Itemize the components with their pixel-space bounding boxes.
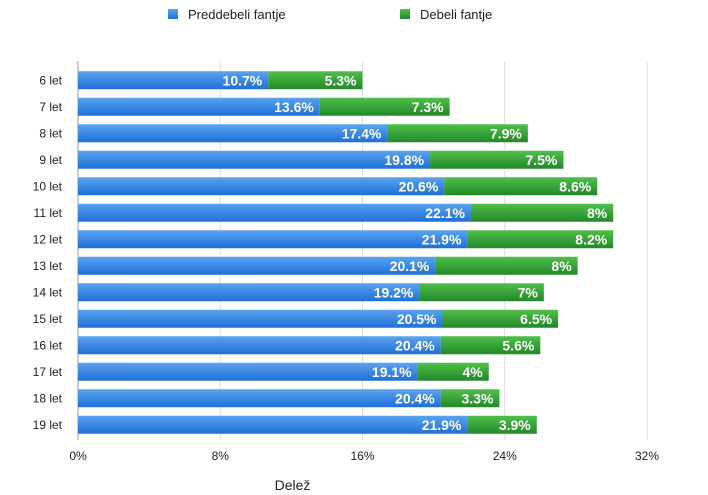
bar-preddebeli (78, 97, 320, 116)
bar-debeli (442, 309, 559, 328)
x-tick-label: 32% (635, 449, 659, 463)
data-label: 17.4% (342, 125, 382, 141)
bars: 10.7% 5.3% 13.6% 7.3% 17.4% 7.9% 19.8% 7.5% 20.6… (78, 71, 614, 434)
category-label: 14 let (33, 285, 63, 299)
data-label: 7% (518, 284, 539, 300)
data-label: 19.1% (372, 364, 412, 380)
x-tick-label: 8% (212, 449, 230, 463)
data-label: 3.3% (461, 390, 493, 406)
bar-preddebeli (78, 283, 420, 302)
bar-debeli (467, 415, 537, 434)
legend-swatch-1 (168, 9, 178, 19)
data-label: 20.4% (395, 337, 435, 353)
bar-preddebeli (78, 177, 445, 196)
bar-debeli (444, 177, 598, 196)
x-axis-label: Delež (275, 477, 311, 493)
bar-preddebeli (78, 124, 388, 143)
category-label: 6 let (39, 73, 62, 87)
category-label: 10 let (33, 179, 63, 193)
data-label: 6.5% (520, 311, 552, 327)
category-label: 7 let (39, 100, 62, 114)
category-label: 8 let (39, 126, 62, 140)
x-axis-ticks: 0% 8% 16% 24% 32% (69, 449, 659, 463)
data-label: 20.4% (395, 390, 435, 406)
category-label: 11 let (34, 206, 63, 220)
bar-debeli (419, 283, 544, 302)
bar-debeli (268, 71, 363, 90)
x-tick-label: 16% (350, 449, 374, 463)
category-label: 18 let (33, 391, 63, 405)
bar-debeli (387, 124, 528, 143)
data-label: 22.1% (425, 205, 465, 221)
data-label: 20.6% (399, 178, 439, 194)
bar-preddebeli (78, 256, 436, 275)
x-tick-label: 24% (493, 449, 517, 463)
bar-preddebeli (78, 309, 443, 328)
category-label: 13 let (33, 259, 63, 273)
data-label: 7.3% (412, 99, 444, 115)
bar-preddebeli (78, 230, 468, 249)
data-label: 7.9% (490, 125, 522, 141)
bar-debeli (319, 97, 450, 116)
bar-debeli (440, 389, 500, 408)
data-label: 3.9% (499, 417, 531, 433)
gridlines (77, 61, 648, 440)
legend-label-1: Preddebeli fantje (188, 7, 286, 22)
bar-debeli (430, 150, 564, 169)
data-label: 8% (551, 258, 572, 274)
data-label: 19.2% (374, 284, 414, 300)
bar-preddebeli (78, 362, 418, 381)
bar-preddebeli (78, 415, 468, 434)
legend-label-2: Debeli fantje (420, 7, 492, 22)
bar-preddebeli (78, 389, 441, 408)
data-label: 21.9% (422, 231, 462, 247)
bar-debeli (435, 256, 578, 275)
legend: Preddebeli fantje Debeli fantje (168, 7, 492, 22)
data-label: 19.8% (384, 152, 424, 168)
bar-debeli (470, 203, 614, 222)
data-label: 8% (587, 205, 608, 221)
data-label: 20.1% (390, 258, 430, 274)
data-label: 4% (463, 364, 484, 380)
data-label: 8.6% (559, 178, 591, 194)
data-label: 21.9% (422, 417, 462, 433)
category-label: 16 let (33, 338, 63, 352)
legend-swatch-2 (400, 9, 410, 19)
x-tick-label: 0% (69, 449, 87, 463)
category-label: 12 let (33, 232, 63, 246)
data-label: 10.7% (223, 72, 263, 88)
data-label: 7.5% (526, 152, 558, 168)
data-label: 5.3% (325, 72, 357, 88)
bar-preddebeli (78, 71, 269, 90)
bar-preddebeli (78, 336, 441, 355)
category-label: 15 let (33, 312, 63, 326)
data-label: 20.5% (397, 311, 437, 327)
bar-debeli (467, 230, 614, 249)
category-label: 17 let (33, 365, 63, 379)
bar-preddebeli (78, 150, 431, 169)
category-label: 9 let (39, 153, 62, 167)
bar-debeli (440, 336, 541, 355)
data-label: 13.6% (274, 99, 314, 115)
data-label: 5.6% (502, 337, 534, 353)
y-axis-categories: 6 let 7 let 8 let 9 let 10 let 11 let 12 let 13… (33, 73, 63, 432)
bar-debeli (417, 362, 489, 381)
category-label: 19 let (33, 418, 63, 432)
data-label: 8.2% (575, 231, 607, 247)
bar-preddebeli (78, 203, 471, 222)
